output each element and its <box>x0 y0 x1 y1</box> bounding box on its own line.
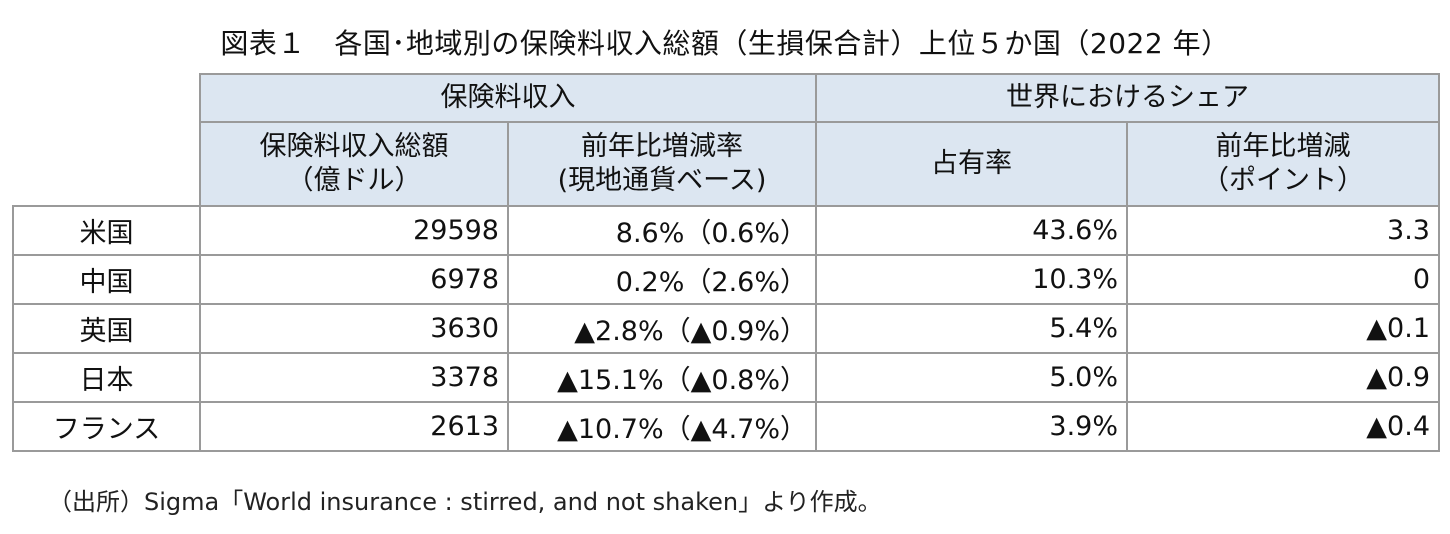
header-premium-income: 保険料収入 <box>199 73 817 123</box>
header-share-change: 前年比増減 （ポイント） <box>1126 121 1440 207</box>
share-change-cell: ▲0.4 <box>1126 401 1440 452</box>
source-note: （出所）Sigma「World insurance : stirred, and… <box>48 488 882 516</box>
growth-rate-cell: ▲2.8%（▲0.9%） <box>507 303 817 354</box>
header-world-share: 世界におけるシェア <box>815 73 1440 123</box>
table-row: 英国 3630 ▲2.8%（▲0.9%） 5.4% ▲0.1 <box>12 303 1440 354</box>
share-cell: 43.6% <box>815 205 1128 256</box>
growth-rate-cell: 8.6%（0.6%） <box>507 205 817 256</box>
table-row: フランス 2613 ▲10.7%（▲4.7%） 3.9% ▲0.4 <box>12 401 1440 452</box>
country-cell: 英国 <box>12 303 201 354</box>
growth-rate-cell: 0.2%（2.6%） <box>507 254 817 305</box>
share-change-cell: ▲0.1 <box>1126 303 1440 354</box>
total-premium-cell: 6978 <box>199 254 509 305</box>
header-growth-rate-line2: (現地通貨ベース) <box>557 165 767 196</box>
header-share: 占有率 <box>815 121 1128 207</box>
country-cell: フランス <box>12 401 201 452</box>
total-premium-cell: 3630 <box>199 303 509 354</box>
figure-title: 図表１ 各国･地域別の保険料収入総額（生損保合計）上位５か国（2022 年） <box>220 27 1230 60</box>
header-total-premium: 保険料収入総額 （億ドル） <box>199 121 509 207</box>
country-cell: 日本 <box>12 352 201 403</box>
share-change-cell: ▲0.9 <box>1126 352 1440 403</box>
share-cell: 3.9% <box>815 401 1128 452</box>
growth-rate-cell: ▲10.7%（▲4.7%） <box>507 401 817 452</box>
header-growth-rate: 前年比増減率 (現地通貨ベース) <box>507 121 817 207</box>
header-total-premium-line2: （億ドル） <box>286 165 422 196</box>
total-premium-cell: 2613 <box>199 401 509 452</box>
insurance-premium-table: 保険料収入 世界におけるシェア 保険料収入総額 （億ドル） 前年比増減率 (現地… <box>12 73 1440 452</box>
country-cell: 米国 <box>12 205 201 256</box>
table-row: 日本 3378 ▲15.1%（▲0.8%） 5.0% ▲0.9 <box>12 352 1440 403</box>
total-premium-cell: 29598 <box>199 205 509 256</box>
table-row: 中国 6978 0.2%（2.6%） 10.3% 0 <box>12 254 1440 305</box>
header-total-premium-line1: 保険料収入総額 <box>259 131 449 162</box>
growth-rate-cell: ▲15.1%（▲0.8%） <box>507 352 817 403</box>
header-corner-blank <box>12 73 201 207</box>
share-cell: 10.3% <box>815 254 1128 305</box>
share-change-cell: 3.3 <box>1126 205 1440 256</box>
share-change-cell: 0 <box>1126 254 1440 305</box>
total-premium-cell: 3378 <box>199 352 509 403</box>
share-cell: 5.4% <box>815 303 1128 354</box>
header-growth-rate-line1: 前年比増減率 <box>581 131 743 162</box>
header-share-change-line1: 前年比増減 <box>1215 131 1351 162</box>
country-cell: 中国 <box>12 254 201 305</box>
table-row: 米国 29598 8.6%（0.6%） 43.6% 3.3 <box>12 205 1440 256</box>
share-cell: 5.0% <box>815 352 1128 403</box>
header-share-change-line2: （ポイント） <box>1202 165 1364 196</box>
